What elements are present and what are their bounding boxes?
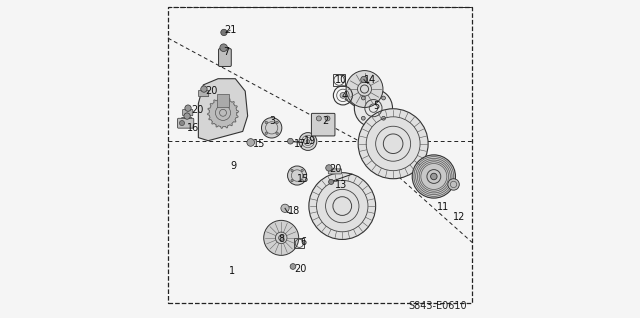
Circle shape: [448, 179, 460, 190]
Circle shape: [265, 121, 268, 124]
Text: 3: 3: [269, 116, 275, 127]
Circle shape: [431, 173, 437, 180]
Circle shape: [290, 264, 296, 269]
Text: 10: 10: [335, 75, 348, 85]
Circle shape: [299, 133, 317, 150]
FancyBboxPatch shape: [198, 90, 209, 97]
Circle shape: [355, 89, 392, 127]
Text: 4: 4: [342, 91, 348, 101]
Text: 17: 17: [294, 139, 307, 149]
Circle shape: [281, 204, 289, 212]
Circle shape: [328, 179, 333, 184]
FancyBboxPatch shape: [328, 169, 342, 174]
Circle shape: [309, 173, 376, 239]
Circle shape: [306, 140, 310, 143]
Circle shape: [247, 139, 255, 146]
Circle shape: [276, 132, 278, 135]
Text: 7: 7: [223, 47, 230, 58]
Polygon shape: [198, 79, 248, 141]
Circle shape: [358, 109, 428, 179]
Circle shape: [291, 179, 293, 182]
Circle shape: [381, 116, 385, 120]
Text: 18: 18: [287, 205, 300, 216]
Circle shape: [325, 116, 330, 121]
Circle shape: [265, 132, 268, 135]
FancyBboxPatch shape: [218, 49, 231, 66]
Text: 21: 21: [224, 25, 236, 35]
Circle shape: [340, 93, 346, 98]
Circle shape: [287, 166, 307, 185]
Bar: [217, 94, 229, 107]
Text: 20: 20: [191, 105, 204, 115]
Circle shape: [179, 121, 184, 126]
Circle shape: [362, 116, 365, 120]
FancyBboxPatch shape: [177, 118, 194, 128]
Circle shape: [220, 44, 227, 52]
Circle shape: [221, 29, 227, 36]
Text: 8: 8: [278, 234, 284, 244]
Text: 13: 13: [335, 180, 348, 190]
Circle shape: [362, 96, 365, 100]
Text: 5: 5: [373, 100, 380, 111]
Text: 15: 15: [253, 139, 266, 149]
Text: 20: 20: [294, 264, 307, 274]
Circle shape: [184, 113, 190, 119]
FancyBboxPatch shape: [312, 114, 335, 136]
Text: 6: 6: [300, 237, 307, 247]
Text: 11: 11: [437, 202, 449, 212]
Circle shape: [185, 105, 191, 111]
Circle shape: [301, 179, 303, 182]
Circle shape: [262, 118, 282, 138]
Circle shape: [301, 169, 303, 172]
Text: 1: 1: [229, 266, 236, 276]
FancyBboxPatch shape: [182, 109, 193, 116]
Circle shape: [361, 76, 367, 83]
Text: 14: 14: [364, 75, 376, 85]
Circle shape: [201, 86, 207, 92]
Circle shape: [346, 71, 383, 107]
Circle shape: [291, 169, 293, 172]
Circle shape: [381, 96, 385, 100]
Text: 12: 12: [453, 212, 465, 222]
Text: 16: 16: [187, 123, 199, 133]
Circle shape: [412, 155, 456, 198]
Text: 2: 2: [323, 116, 329, 127]
Circle shape: [264, 220, 299, 255]
Circle shape: [326, 165, 332, 171]
Polygon shape: [207, 97, 239, 128]
Circle shape: [316, 116, 321, 121]
Circle shape: [287, 138, 293, 144]
Text: 9: 9: [230, 161, 236, 171]
Circle shape: [278, 235, 284, 240]
Circle shape: [276, 121, 278, 124]
Text: S843-E0610: S843-E0610: [408, 301, 467, 311]
Text: 20: 20: [329, 164, 341, 174]
Text: 19: 19: [303, 135, 316, 146]
Text: 20: 20: [205, 86, 217, 96]
FancyBboxPatch shape: [182, 117, 192, 124]
Text: 15: 15: [297, 174, 310, 184]
